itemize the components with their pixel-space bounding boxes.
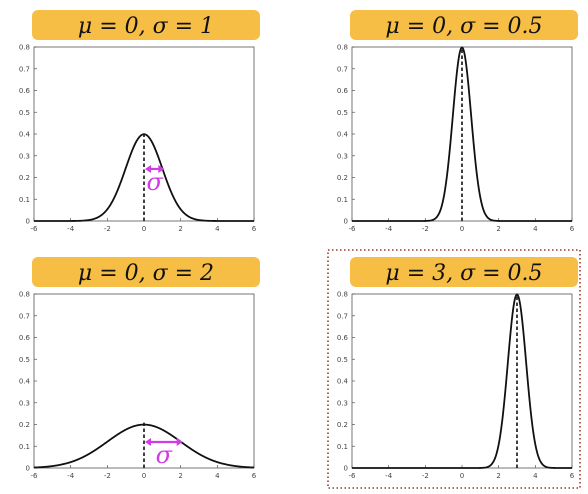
panel-3: μ = 0, σ = 2 0 0.1 0.2 0.3 0.4 0.5 0.6 0.7 0.8 -6 -… [19,257,260,480]
y-tick-label: 0.1 [19,443,30,451]
y-tick-label: 0.4 [19,131,31,139]
x-tick-label: -6 [31,472,39,480]
sigma-label: σ [146,168,163,196]
panel-title: μ = 0, σ = 1 [78,14,214,39]
y-tick-label: 0.8 [19,44,30,52]
x-tick-label: 6 [252,472,257,480]
y-tick-label: 0.7 [337,65,348,73]
y-tick-label: 0.2 [19,174,30,182]
x-tick-label: 2 [178,225,182,233]
x-tick-label: 0 [460,225,464,233]
series-line [352,293,572,469]
y-tick-label: 0.6 [19,334,31,342]
panel-title-box [32,257,260,287]
x-tick-label: 2 [496,225,500,233]
y-tick-label: 0.4 [337,378,349,386]
x-tick-label: -4 [385,225,393,233]
y-tick-label: 0.1 [19,196,30,204]
x-tick-label: 4 [215,225,220,233]
sigma-arrowhead-right [158,164,165,173]
x-tick-label: 4 [215,472,220,480]
x-tick-label: 6 [570,225,575,233]
y-tick-label: 0.2 [337,174,348,182]
x-tick-label: 6 [570,472,575,480]
y-tick-label: 0.7 [19,312,30,320]
plot-area [351,293,573,469]
y-tick-label: 0.2 [19,421,30,429]
sigma-arrowhead-left [145,437,151,446]
panel-title: μ = 0, σ = 2 [78,261,214,286]
y-tick-label: 0.3 [337,152,348,160]
x-tick-label: 6 [252,225,257,233]
x-tick-label: -6 [349,472,357,480]
y-tick-label: 0.5 [337,356,348,364]
x-tick-label: -6 [349,225,357,233]
sigma-arrowhead-right [176,437,183,446]
y-tick-label: 0.5 [19,356,30,364]
y-tick-label: 0.5 [337,109,348,117]
y-tick-label: 0.7 [19,65,30,73]
panel-4: μ = 3, σ = 0.5 0 0.1 0.2 0.3 0.4 0.5 0.6 0.7 0.8 -… [327,249,581,489]
panel-title-box [350,257,578,287]
y-tick-label: 0.6 [337,334,349,342]
x-tick-label: -4 [67,472,75,480]
y-tick-label: 0.1 [337,443,348,451]
y-tick-label: 0.4 [19,378,31,386]
sigma-label: σ [156,441,173,469]
panel-title-box [350,10,578,40]
x-tick-label: 4 [533,225,538,233]
panel-2: μ = 0, σ = 0.5 0 0.1 0.2 0.3 0.4 0.5 0.6 0.7 0.8 -… [337,10,578,233]
x-tick-label: 0 [460,472,464,480]
y-tick-label: 0.1 [337,196,348,204]
y-tick-label: 0.3 [19,152,30,160]
y-tick-label: 0.3 [19,399,30,407]
y-tick-label: 0 [26,465,30,473]
panel-1: μ = 0, σ = 1 0 0.1 0.2 0.3 0.4 0.5 0.6 0.7 0.8 -6 -… [19,10,260,233]
y-tick-label: 0.4 [337,131,349,139]
panel-title-box [32,10,260,40]
x-tick-label: -2 [104,225,111,233]
panel-title: μ = 3, σ = 0.5 [385,261,542,286]
highlight-frame [327,249,581,489]
y-tick-label: 0.6 [19,87,31,95]
y-tick-label: 0.8 [337,44,348,52]
y-tick-label: 0.5 [19,109,30,117]
x-tick-label: 0 [142,472,146,480]
x-tick-label: -4 [385,472,393,480]
y-tick-label: 0.6 [337,87,349,95]
x-tick-label: 0 [142,225,146,233]
x-tick-label: -4 [67,225,75,233]
y-tick-label: 0.8 [337,291,348,299]
y-tick-label: 0.3 [337,399,348,407]
x-tick-label: 2 [178,472,182,480]
y-tick-label: 0 [26,218,30,226]
y-tick-label: 0.2 [337,421,348,429]
x-tick-label: -2 [422,472,429,480]
y-tick-label: 0 [344,218,348,226]
y-tick-label: 0.8 [19,291,30,299]
panel-title: μ = 0, σ = 0.5 [385,14,542,39]
sigma-arrowhead-left [145,164,151,173]
x-tick-label: 2 [496,472,500,480]
x-tick-label: 4 [533,472,538,480]
x-tick-label: -2 [104,472,111,480]
series-line [352,46,572,222]
y-tick-label: 0 [344,465,348,473]
plot-area [33,293,255,469]
y-tick-label: 0.7 [337,312,348,320]
x-tick-label: -2 [422,225,429,233]
x-tick-label: -6 [31,225,39,233]
